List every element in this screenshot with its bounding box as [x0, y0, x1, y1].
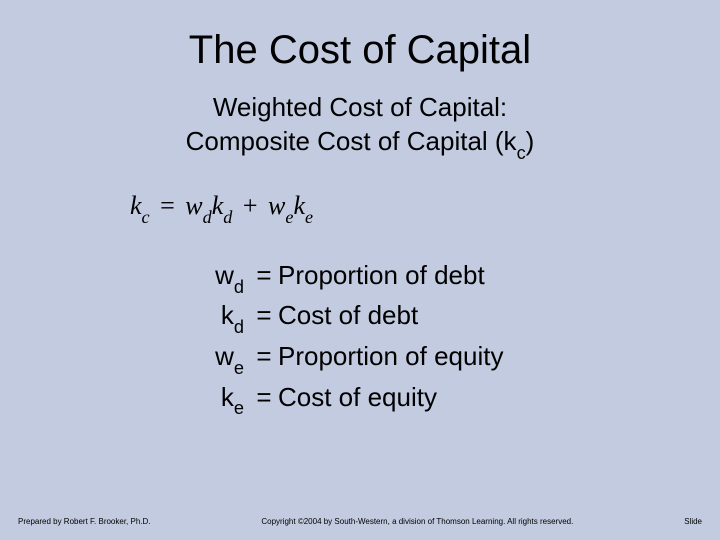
formula-t2a-sub: e	[285, 207, 293, 227]
definition-symbol-base: k	[221, 300, 234, 330]
formula-plus: +	[239, 191, 262, 220]
definition-symbol: ke	[190, 379, 250, 420]
footer-copyright: Copyright ©2004 by South-Western, a divi…	[151, 517, 685, 526]
formula-lhs-base: k	[130, 191, 142, 220]
definition-text: Proportion of equity	[278, 338, 503, 379]
subtitle-line2-pre: Composite Cost of Capital (k	[186, 126, 517, 156]
slide-footer: Prepared by Robert F. Brooker, Ph.D. Cop…	[0, 517, 720, 526]
slide-subtitle: Weighted Cost of Capital: Composite Cost…	[186, 91, 535, 163]
definition-row: kd = Cost of debt	[190, 297, 503, 338]
formula-t1a-sub: d	[203, 207, 212, 227]
definition-symbol-base: k	[221, 382, 234, 412]
subtitle-line1: Weighted Cost of Capital:	[213, 92, 507, 122]
definition-symbol: we	[190, 338, 250, 379]
definition-row: ke = Cost of equity	[190, 379, 503, 420]
formula-t1b-base: k	[212, 191, 224, 220]
definition-eq: =	[250, 338, 278, 379]
definition-symbol-base: w	[215, 341, 234, 371]
definition-symbol-sub: e	[234, 398, 244, 418]
formula-t1b-sub: d	[223, 207, 232, 227]
footer-slide-label: Slide	[684, 517, 702, 526]
subtitle-line2-post: )	[526, 126, 535, 156]
formula-eq: =	[156, 191, 179, 220]
definition-symbol-sub: d	[234, 277, 244, 297]
formula-t2b-base: k	[293, 191, 305, 220]
definition-symbol-sub: e	[234, 358, 244, 378]
definition-symbol: wd	[190, 257, 250, 298]
definition-text: Cost of equity	[278, 379, 437, 420]
definition-eq: =	[250, 297, 278, 338]
subtitle-line2-sub: c	[517, 143, 526, 163]
definition-text: Proportion of debt	[278, 257, 485, 298]
formula-lhs-sub: c	[142, 207, 150, 227]
formula-t1a-base: w	[185, 191, 202, 220]
footer-author: Prepared by Robert F. Brooker, Ph.D.	[18, 517, 151, 526]
definitions-list: wd = Proportion of debt kd = Cost of deb…	[190, 257, 503, 419]
formula-t2a-base: w	[268, 191, 285, 220]
definition-text: Cost of debt	[278, 297, 418, 338]
slide-title: The Cost of Capital	[189, 28, 531, 73]
definition-symbol-sub: d	[234, 317, 244, 337]
formula: kc = wdkd + weke	[130, 191, 313, 225]
definition-symbol: kd	[190, 297, 250, 338]
definition-eq: =	[250, 257, 278, 298]
definition-row: wd = Proportion of debt	[190, 257, 503, 298]
slide: The Cost of Capital Weighted Cost of Cap…	[0, 0, 720, 540]
definition-row: we = Proportion of equity	[190, 338, 503, 379]
definition-symbol-base: w	[215, 260, 234, 290]
formula-t2b-sub: e	[305, 207, 313, 227]
definition-eq: =	[250, 379, 278, 420]
